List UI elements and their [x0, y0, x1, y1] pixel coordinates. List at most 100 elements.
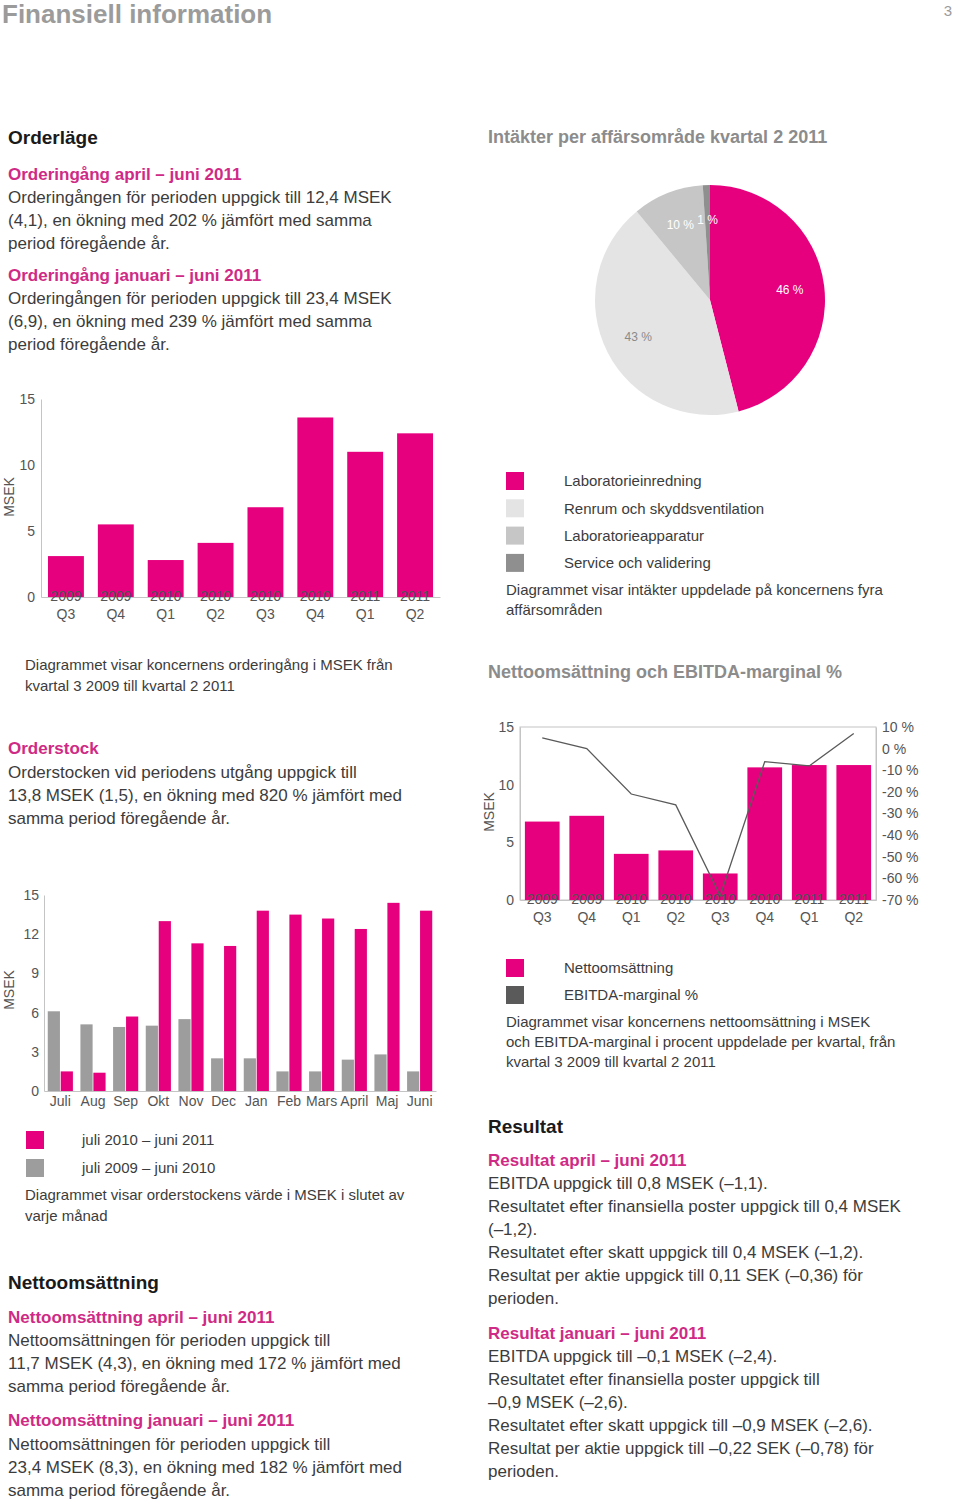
- bar: [397, 433, 433, 597]
- tick-label: 10: [19, 457, 35, 473]
- tick: Juli: [50, 1091, 71, 1109]
- bar: [159, 921, 171, 1091]
- chart-title: Intäkter per affärsområde kvartal 2 2011: [488, 127, 827, 147]
- bar: [113, 1027, 125, 1091]
- bar-series: [525, 765, 871, 900]
- bar: [342, 1060, 354, 1091]
- tick-label-line: 2011: [350, 588, 380, 604]
- bar: [146, 1026, 158, 1091]
- tick-label-line: 2009: [50, 588, 81, 604]
- subheading: Nettoomsättning april – juni 2011: [8, 1308, 274, 1327]
- tick-label-line: Q2: [844, 909, 863, 925]
- page: Finansiell information3OrderlägeOrdering…: [0, 0, 960, 1501]
- tick: 9: [31, 965, 44, 981]
- tick: 2011 Q2: [839, 891, 869, 925]
- bar-series: [48, 417, 433, 597]
- tick: April: [340, 1091, 368, 1109]
- legend-swatch: [26, 1131, 44, 1149]
- paragraph-line: Resultat per aktie uppgick till 0,11 SEK…: [488, 1266, 863, 1285]
- bar: [257, 911, 269, 1091]
- tick: 0: [31, 1083, 44, 1099]
- tick: 2010Q2: [200, 588, 231, 622]
- legend: juli 2010 – juni 2011juli 2009 – juni 20…: [26, 1131, 215, 1177]
- tick: Mars: [306, 1091, 337, 1109]
- tick: 15: [19, 391, 41, 407]
- legend-swatch: [506, 472, 524, 490]
- tick: 10 %: [876, 719, 914, 735]
- legend-swatch: [506, 959, 524, 977]
- bar: [322, 919, 334, 1091]
- plot-area: [48, 903, 432, 1091]
- tick-label: 2009Q3: [527, 891, 558, 925]
- paragraph-line: EBITDA uppgick till 0,8 MSEK (–1,1).: [488, 1174, 768, 1193]
- legend: NettoomsättningEBITDA-marginal %: [506, 959, 698, 1004]
- data-labels: 46 %43 %10 %1 %: [625, 213, 804, 344]
- paragraph-line: 23,4 MSEK (8,3), en ökning med 182 % jäm…: [8, 1458, 402, 1477]
- tick: Feb: [277, 1091, 301, 1109]
- tick: 2011Q1: [794, 891, 824, 925]
- tick-label-line: 2011: [400, 588, 430, 604]
- bar: [289, 915, 301, 1091]
- tick-label-line: 2010: [749, 891, 780, 907]
- tick-label: 2011 Q1: [350, 588, 380, 622]
- tick: 0: [506, 892, 520, 908]
- paragraph-line: samma period föregående år.: [8, 809, 230, 828]
- legend-label: Renrum och skyddsventilation: [564, 500, 764, 517]
- plot-frame: [520, 727, 876, 900]
- tick-label: Juli: [50, 1093, 71, 1109]
- tick-label-line: Q4: [106, 606, 125, 622]
- tick: 2011Q2: [400, 588, 430, 622]
- tick: Juni: [407, 1091, 433, 1109]
- chart-title: Nettoomsättning och EBITDA-marginal %: [488, 662, 842, 682]
- paragraph-line: period föregående år.: [8, 234, 170, 253]
- tick-label-line: 2010: [150, 588, 181, 604]
- tick: 2009Q4: [571, 891, 602, 925]
- x-axis: 2009Q32009Q42010Q12010Q22010Q32010Q42011…: [42, 588, 441, 622]
- axis-line: [520, 728, 521, 901]
- tick: -30 %: [876, 805, 919, 821]
- x-axis: JuliAugSepOktNovDecJanFebMarsAprilMajJun…: [45, 1091, 437, 1109]
- y-axis: 03691215: [23, 887, 44, 1099]
- tick: 12: [23, 926, 44, 942]
- tick-label: Juni: [407, 1093, 433, 1109]
- tick: 2010Q4: [300, 588, 331, 622]
- paragraph-line: (4,1), en ökning med 202 % jämfört med s…: [8, 211, 372, 230]
- tick-label-line: Q3: [533, 909, 552, 925]
- axis-title: MSEK: [1, 970, 17, 1010]
- legend-label: Laboratorieinredning: [564, 472, 702, 489]
- bar: [347, 452, 383, 597]
- pie: [595, 185, 825, 415]
- tick: 2010Q3: [250, 588, 281, 622]
- bar: [93, 1073, 105, 1091]
- tick-label-line: Q1: [356, 606, 375, 622]
- tick-label: 2010Q1: [150, 588, 181, 622]
- y2-axis: 10 %0 %-10 %-20 %-30 %-40 %-50 %-60 %-70…: [876, 719, 919, 908]
- paragraph-line: samma period föregående år.: [8, 1481, 230, 1500]
- paragraph-line: period föregående år.: [8, 335, 170, 354]
- legend-label: Laboratorieapparatur: [564, 527, 704, 544]
- chart-caption: kvartal 3 2009 till kvartal 2 2011: [25, 677, 235, 694]
- tick: 2009Q4: [100, 588, 131, 622]
- tick-label: -40 %: [882, 827, 919, 843]
- tick-label-line: 2011: [839, 891, 869, 907]
- x-axis: 2009Q32009Q42010Q12010Q22010Q32010Q42011…: [521, 891, 877, 925]
- bar: [126, 1017, 138, 1091]
- plot-area: [525, 733, 871, 900]
- tick-label-line: 2010: [616, 891, 647, 907]
- y-axis: 051015: [19, 391, 41, 605]
- tick: 0: [27, 589, 41, 605]
- tick: Dec: [211, 1091, 236, 1109]
- tick-label: 2011Q2: [400, 588, 430, 622]
- data-label: 46 %: [776, 283, 804, 297]
- tick-label: -50 %: [882, 849, 919, 865]
- tick: 3: [31, 1044, 44, 1060]
- tick-label: 2009Q3: [50, 588, 81, 622]
- tick-label-line: 2010: [200, 588, 231, 604]
- bar: [792, 765, 827, 900]
- tick: 2009Q3: [527, 891, 558, 925]
- axis-line: [44, 896, 45, 1092]
- paragraph-line: (–1,2).: [488, 1220, 537, 1239]
- tick: Maj: [376, 1091, 399, 1109]
- tick-label: Jan: [245, 1093, 268, 1109]
- paragraph-line: perioden.: [488, 1289, 559, 1308]
